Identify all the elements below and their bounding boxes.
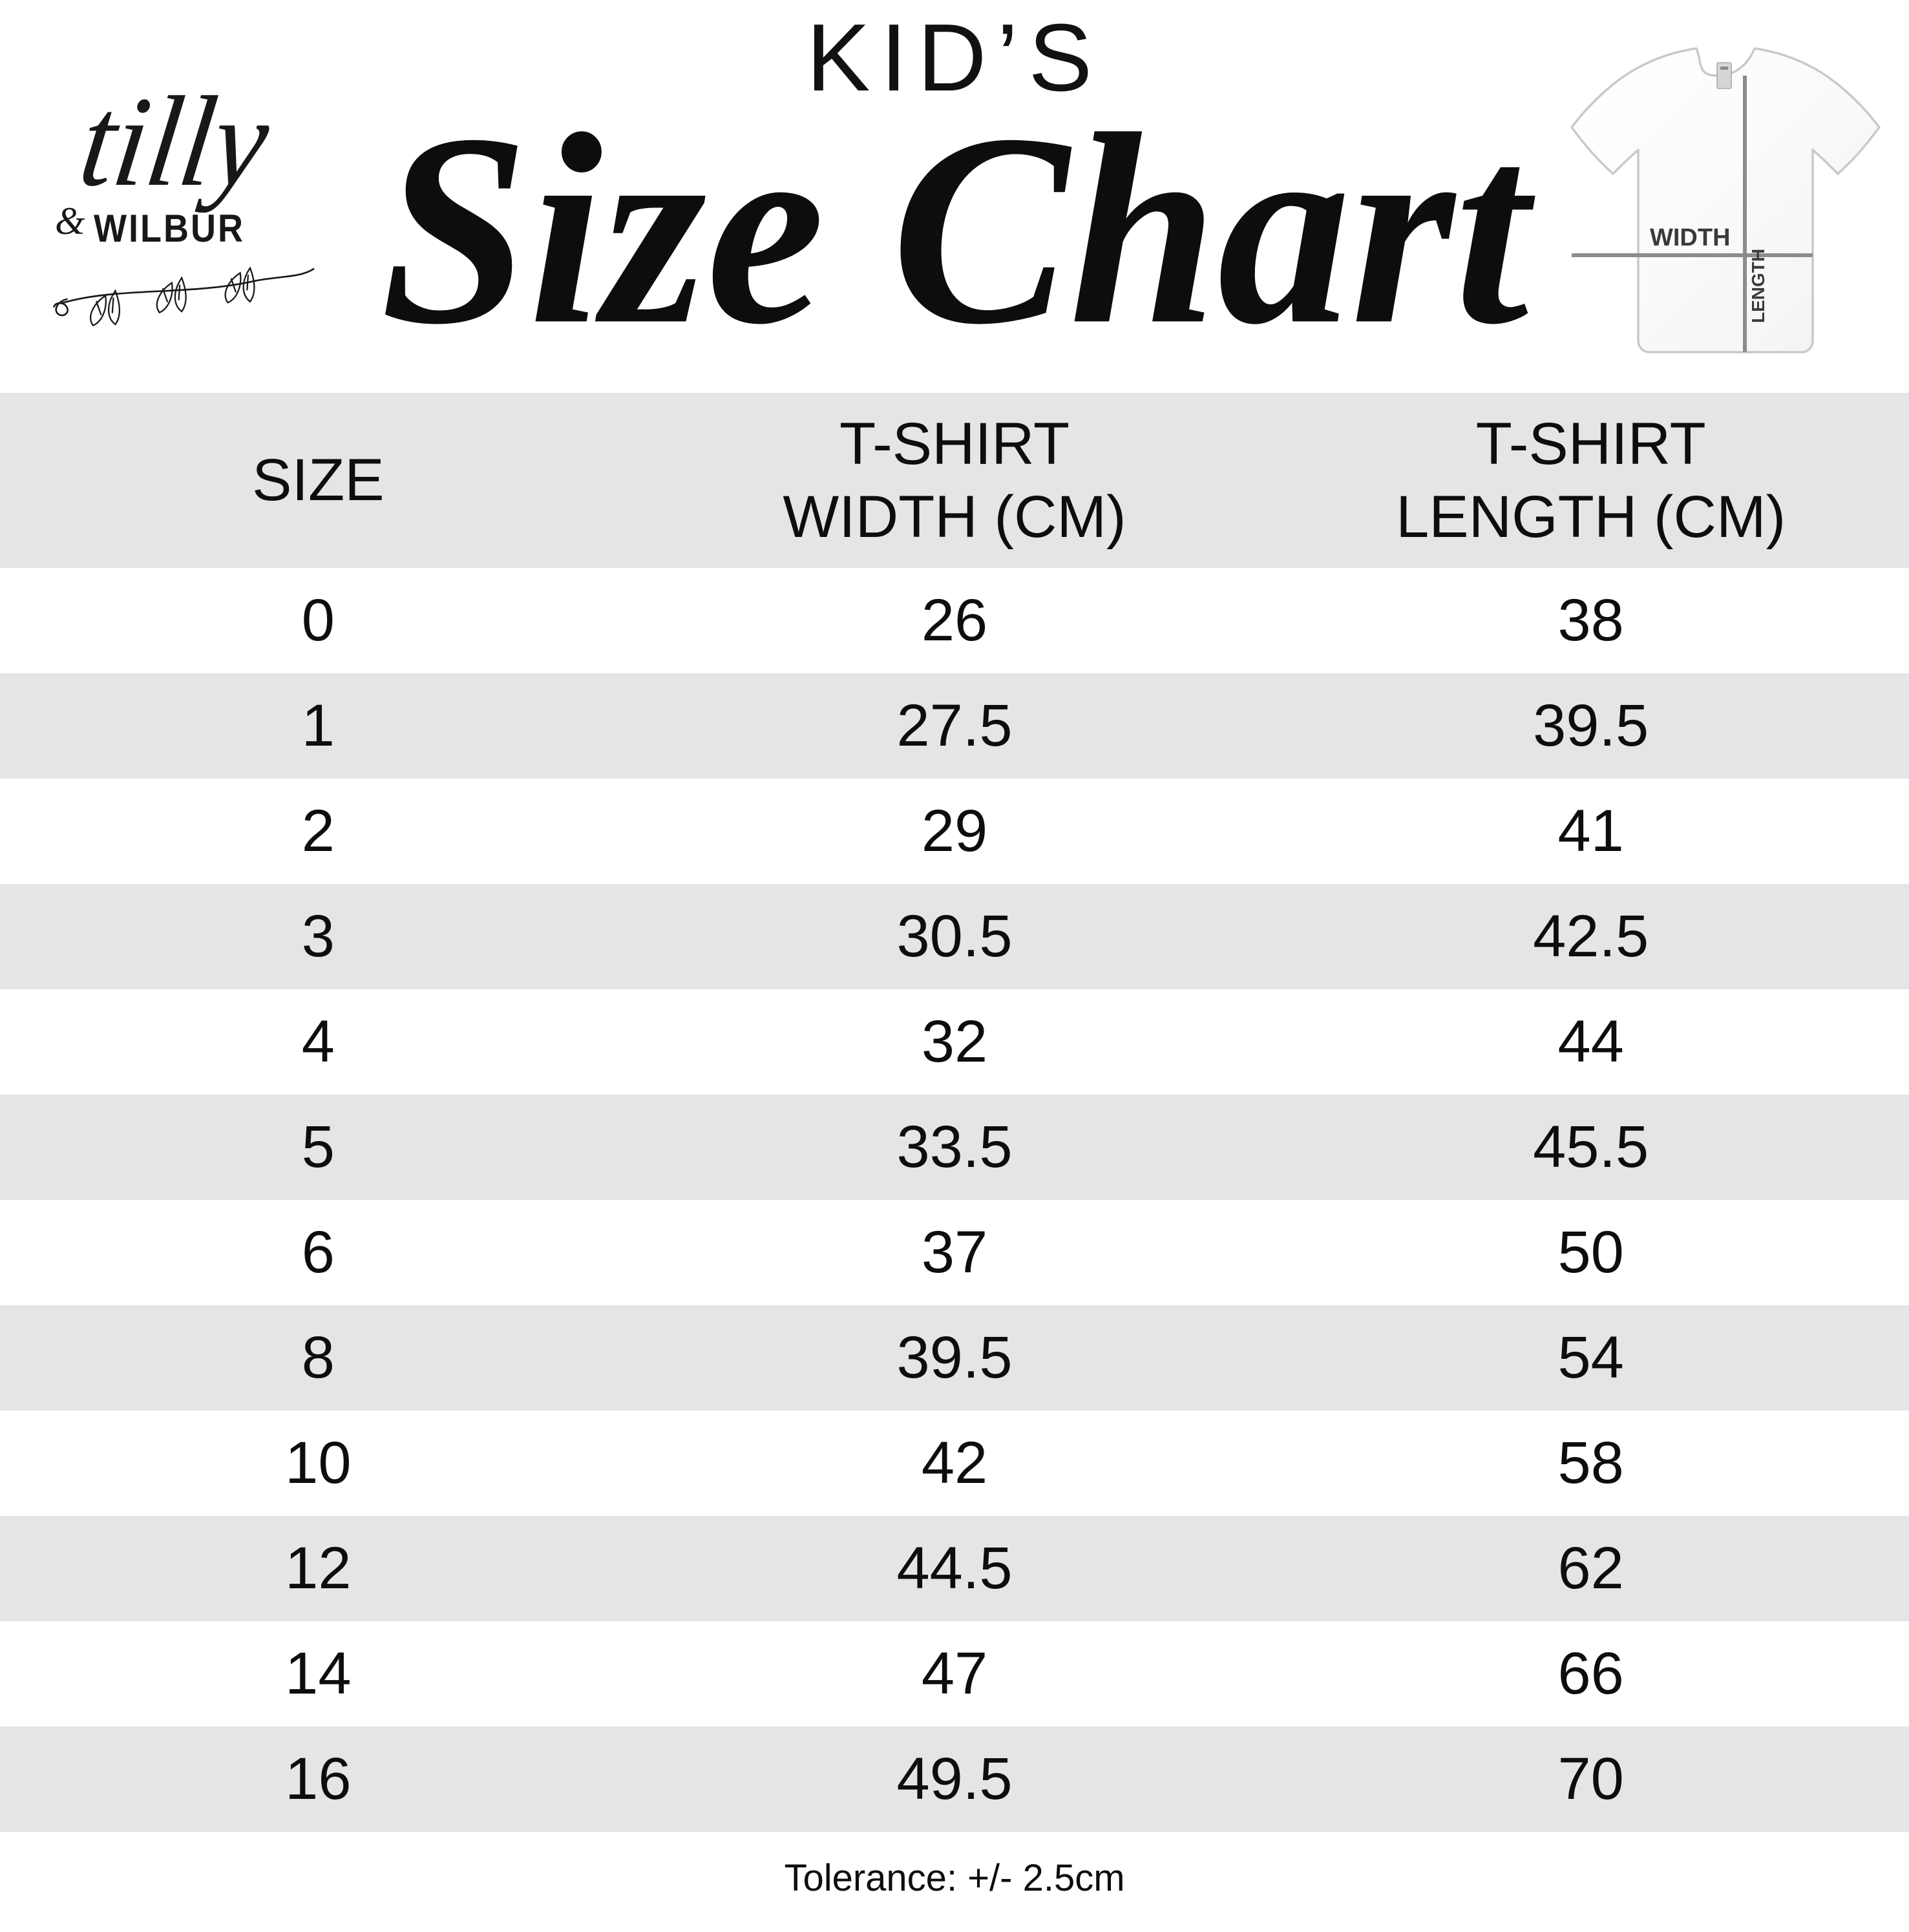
- svg-text:WIDTH: WIDTH: [1650, 224, 1731, 251]
- svg-text:LENGTH: LENGTH: [1748, 249, 1768, 323]
